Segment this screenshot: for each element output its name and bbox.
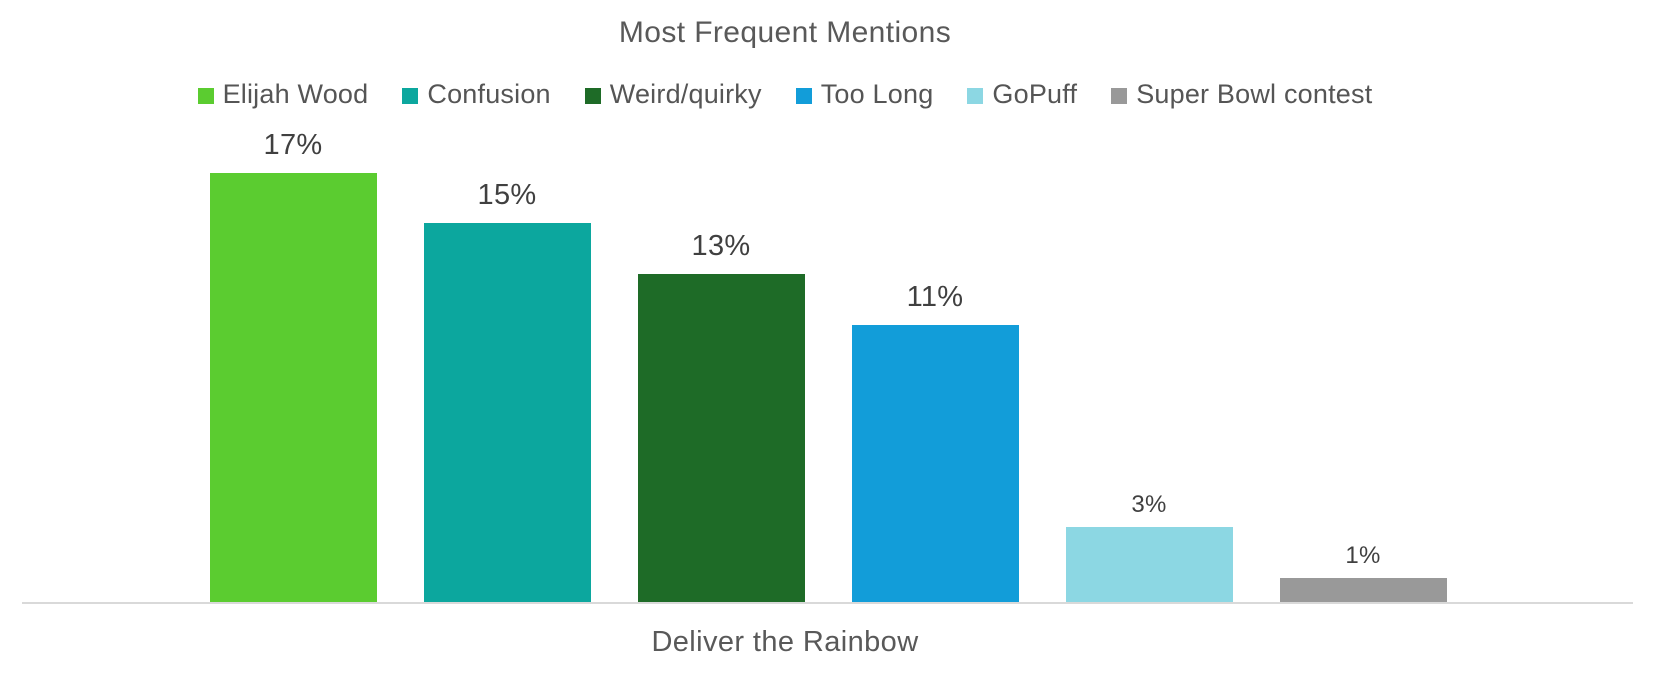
legend-swatch-icon	[402, 88, 419, 104]
bar-value-label: 3%	[1131, 491, 1167, 518]
bar-column: 3%	[1065, 491, 1233, 603]
legend-label: Too Long	[820, 79, 934, 109]
legend-label: Confusion	[427, 79, 551, 109]
legend-swatch-icon	[584, 88, 601, 104]
bar-value-label: 1%	[1345, 542, 1381, 569]
x-axis-label: Deliver the Rainbow	[651, 626, 919, 658]
bar-value-label: 11%	[906, 281, 964, 313]
plot-area: 17% 15% 13% 11% 3% 1%	[0, 129, 1656, 603]
legend-item: Super Bowl contest	[1111, 79, 1372, 110]
legend-item: Elijah Wood	[197, 79, 369, 110]
legend-item: Confusion	[402, 79, 551, 110]
bar-value-label: 13%	[691, 230, 751, 262]
bar	[851, 325, 1019, 603]
bar-value-label: 17%	[263, 129, 323, 161]
bar	[209, 173, 377, 603]
bar	[1279, 578, 1447, 603]
bar	[637, 274, 805, 603]
bar-column: 13%	[637, 230, 805, 603]
bar-column: 15%	[423, 179, 591, 603]
chart-title: Most Frequent Mentions	[618, 16, 952, 49]
legend-swatch-icon	[197, 88, 214, 104]
bar	[1065, 527, 1233, 603]
legend: Elijah Wood Confusion Weird/quirky Too Long…	[0, 79, 1570, 110]
bar-column: 11%	[851, 281, 1019, 603]
legend-label: Super Bowl contest	[1136, 79, 1373, 109]
legend-item: Too Long	[795, 79, 934, 110]
bar-value-label: 15%	[477, 179, 537, 211]
bar	[423, 223, 591, 603]
legend-label: GoPuff	[992, 79, 1078, 109]
legend-label: Elijah Wood	[222, 79, 369, 109]
legend-item: GoPuff	[967, 79, 1077, 110]
bar-column: 1%	[1279, 542, 1447, 603]
legend-swatch-icon	[1111, 88, 1128, 104]
legend-label: Weird/quirky	[609, 79, 762, 109]
legend-item: Weird/quirky	[584, 79, 762, 110]
x-axis-line	[22, 602, 1633, 604]
bar-column: 17%	[209, 129, 377, 603]
legend-swatch-icon	[967, 88, 984, 104]
legend-swatch-icon	[795, 88, 812, 104]
